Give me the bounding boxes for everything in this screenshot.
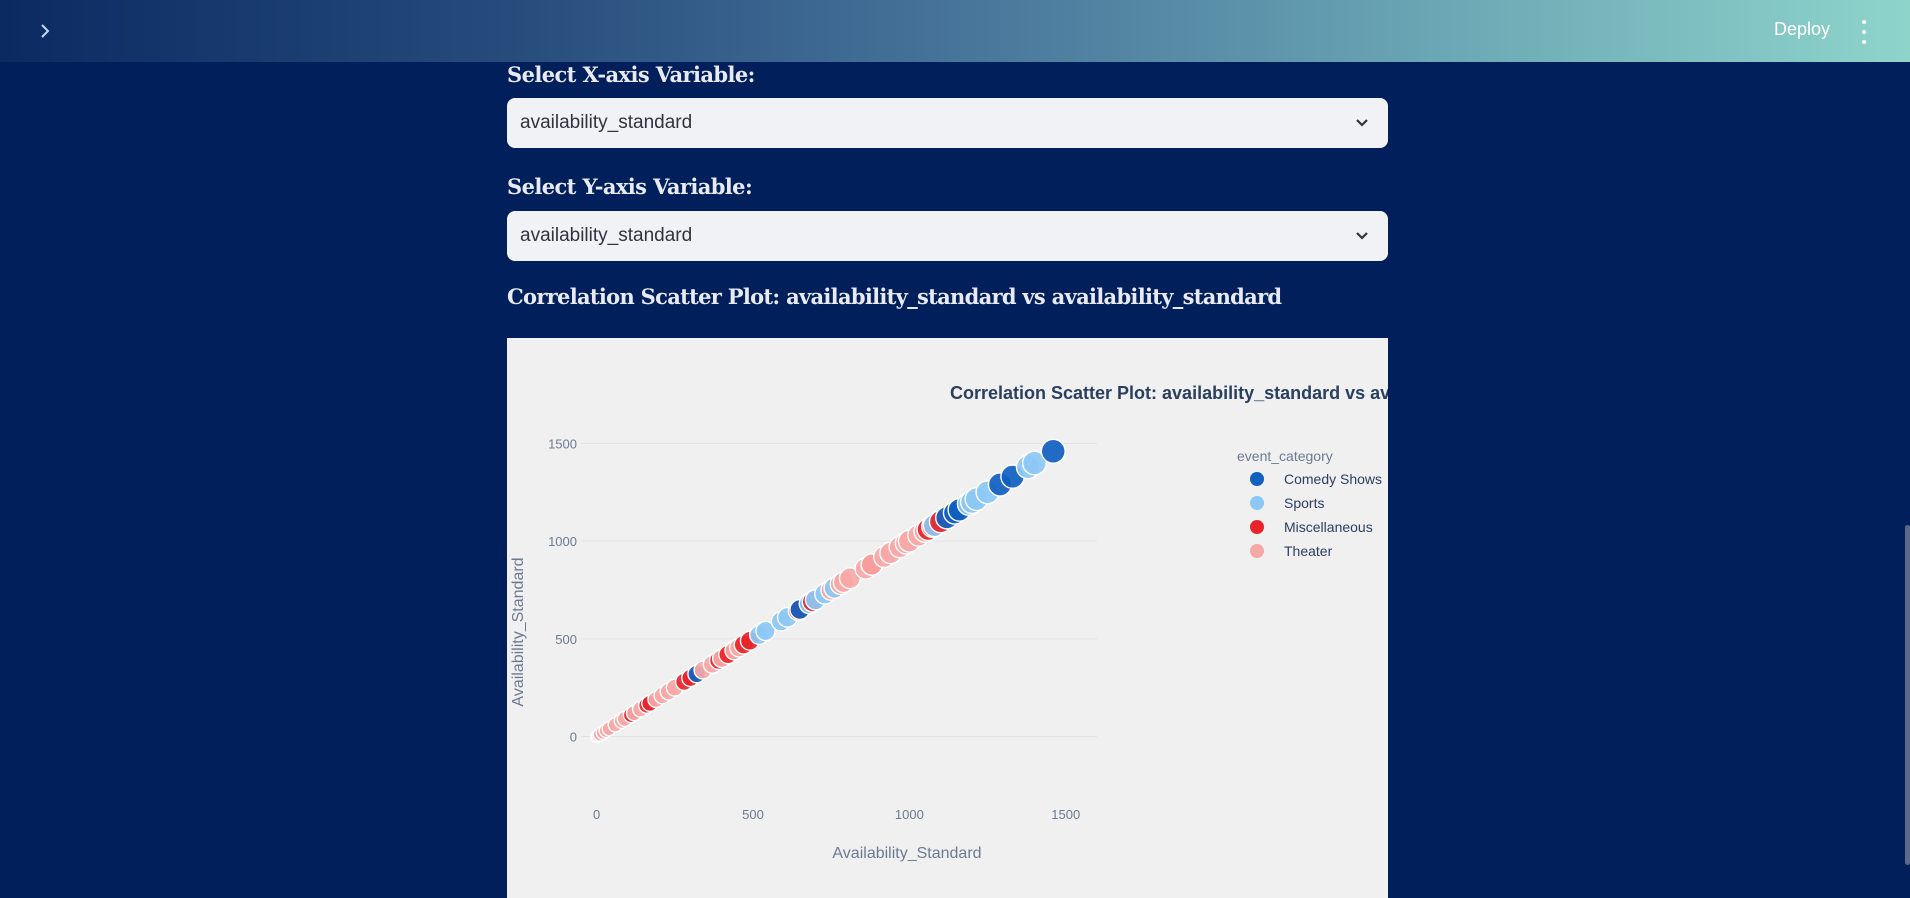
scatter-point[interactable] xyxy=(1040,438,1066,464)
legend-item-label[interactable]: Sports xyxy=(1284,495,1324,511)
app-header: Deploy xyxy=(0,0,1910,62)
legend-title: event_category xyxy=(1237,448,1333,464)
scatter-point[interactable] xyxy=(755,620,776,642)
y-axis-select-value: availability_standard xyxy=(520,225,693,246)
x-axis-select-value: availability_standard xyxy=(520,112,693,133)
chevron-down-icon xyxy=(1356,119,1368,127)
points-layer[interactable] xyxy=(589,438,1066,744)
section-title: Correlation Scatter Plot: availability_s… xyxy=(507,284,1282,309)
deploy-button[interactable]: Deploy xyxy=(1773,19,1830,39)
scatter-point[interactable] xyxy=(1021,450,1047,476)
y-axis-title: Availability_Standard xyxy=(510,557,527,706)
legend-marker[interactable] xyxy=(1250,520,1264,534)
main-content: Select X-axis Variable: availability_sta… xyxy=(507,62,1388,898)
legend-item-label[interactable]: Theater xyxy=(1284,543,1333,559)
legend-marker[interactable] xyxy=(1250,472,1264,486)
x-tick-label: 1000 xyxy=(895,807,924,822)
x-axis-select[interactable]: availability_standard xyxy=(507,98,1388,148)
y-tick-label: 1000 xyxy=(548,534,577,549)
x-tick-label: 0 xyxy=(593,807,600,822)
legend-marker[interactable] xyxy=(1250,544,1264,558)
grid-layer xyxy=(581,442,1097,738)
y-axis-select-label: Select Y-axis Variable: xyxy=(507,174,753,199)
y-tick-label: 0 xyxy=(570,730,577,745)
scrollbar-thumb[interactable] xyxy=(1905,525,1910,865)
x-axis-select-label: Select X-axis Variable: xyxy=(507,62,755,87)
scatter-chart-svg[interactable]: 0 500 1000 1500 0 500 1000 1500 Correlation Sca… xyxy=(507,338,1388,898)
x-tick-label: 500 xyxy=(742,807,764,822)
legend-item-label[interactable]: Miscellaneous xyxy=(1284,519,1373,535)
chevron-right-icon xyxy=(41,24,50,38)
axis-layer: 0 500 1000 1500 0 500 1000 1500 xyxy=(548,436,1080,822)
scatter-chart[interactable]: 0 500 1000 1500 0 500 1000 1500 Correlation Sca… xyxy=(507,338,1388,898)
expand-sidebar-button[interactable] xyxy=(30,16,60,46)
chevron-down-icon xyxy=(1356,232,1368,240)
legend[interactable]: event_category Comedy Shows Sports Miscell… xyxy=(1237,448,1382,559)
kebab-menu-icon[interactable] xyxy=(1856,20,1872,44)
legend-marker[interactable] xyxy=(1250,496,1264,510)
y-tick-label: 500 xyxy=(555,632,577,647)
chart-title: Correlation Scatter Plot: availability_s… xyxy=(950,383,1388,403)
x-tick-label: 1500 xyxy=(1051,807,1080,822)
y-tick-label: 1500 xyxy=(548,436,577,451)
legend-item-label[interactable]: Comedy Shows xyxy=(1284,471,1382,487)
x-axis-title: Availability_Standard xyxy=(832,845,981,862)
y-axis-select[interactable]: availability_standard xyxy=(507,211,1388,261)
